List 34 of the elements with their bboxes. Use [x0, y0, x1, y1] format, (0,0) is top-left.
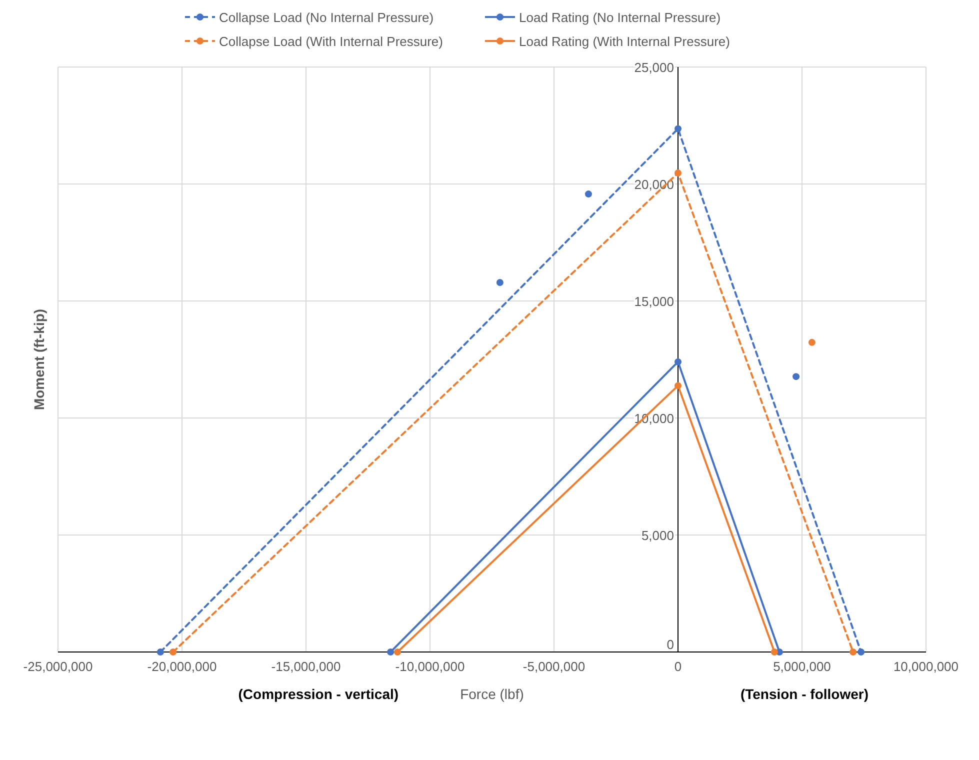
x-tick-label: 10,000,000	[893, 659, 959, 674]
point	[156, 648, 164, 656]
x-tick-label: -25,000,000	[23, 659, 93, 674]
legend-label: Load Rating (With Internal Pressure)	[519, 34, 730, 49]
point	[770, 648, 778, 656]
legend-label: Collapse Load (With Internal Pressure)	[219, 34, 443, 49]
x-tick-label: -20,000,000	[147, 659, 217, 674]
y-tick-label: 0	[666, 637, 674, 652]
point	[674, 358, 682, 366]
text: (Tension - follower)	[740, 686, 869, 702]
x-tick-label: -5,000,000	[522, 659, 586, 674]
text: (Compression - vertical)	[238, 686, 399, 702]
legend-label: Collapse Load (No Internal Pressure)	[219, 10, 434, 25]
point	[674, 170, 682, 176]
y-tick-label: 5,000	[641, 528, 674, 543]
point	[808, 338, 816, 346]
point	[496, 279, 504, 286]
x-tick-label: -15,000,000	[271, 659, 341, 674]
y-tick-label: 15,000	[634, 294, 674, 309]
point	[584, 190, 592, 198]
y-tick-label: 25,000	[634, 60, 674, 75]
point	[850, 648, 857, 656]
point	[170, 648, 177, 656]
point	[858, 648, 865, 656]
point	[792, 373, 800, 380]
x-tick-label: 5,000,000	[773, 659, 831, 674]
x-tick-label: -10,000,000	[395, 659, 465, 674]
point	[674, 382, 682, 390]
x-axis-title: Force (lbf)	[460, 686, 524, 702]
y-axis-title: Moment (ft-kip)	[31, 308, 47, 410]
point	[394, 648, 402, 656]
point	[387, 648, 394, 656]
legend-label: Load Rating (No Internal Pressure)	[519, 10, 721, 25]
point	[674, 125, 682, 132]
